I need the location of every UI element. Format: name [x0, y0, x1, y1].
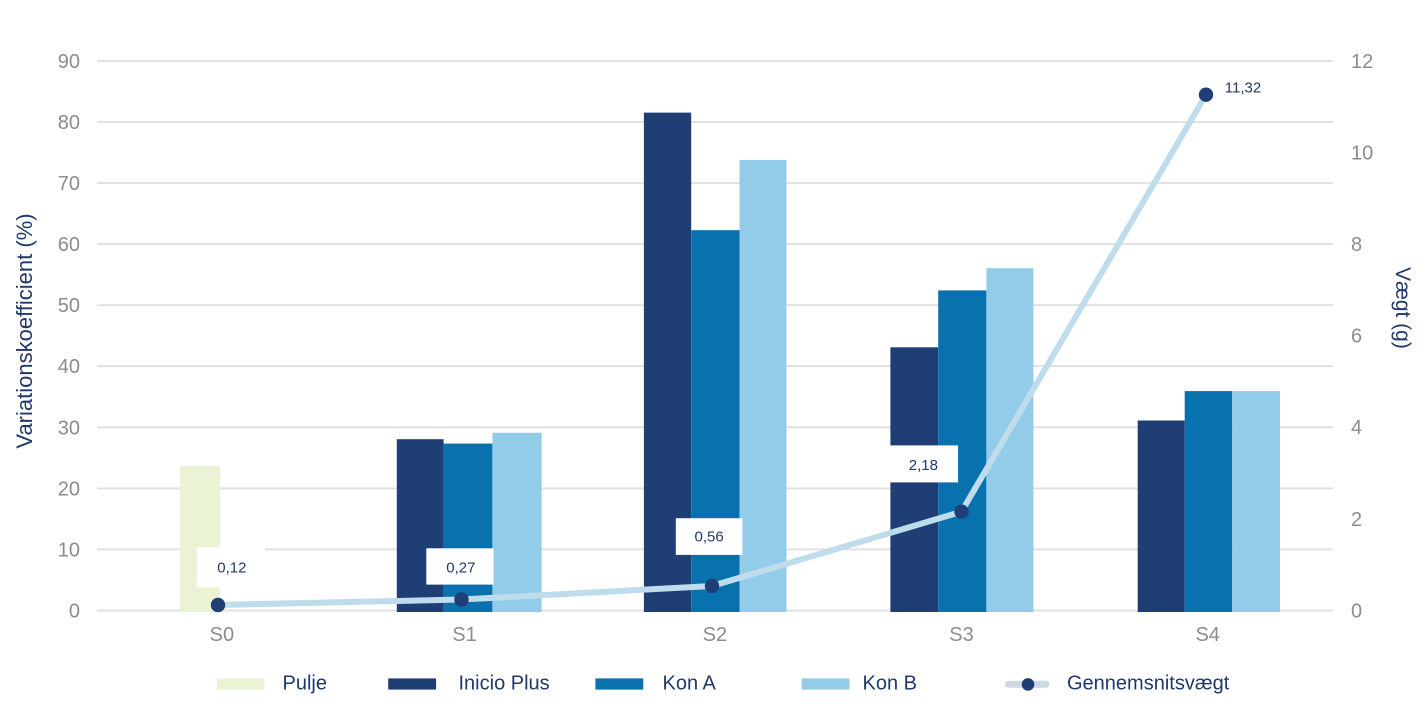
svg-text:8: 8: [1351, 234, 1362, 256]
svg-text:S3: S3: [949, 624, 973, 646]
svg-text:10: 10: [1351, 143, 1373, 165]
svg-text:Inicio Plus: Inicio Plus: [459, 672, 550, 694]
svg-text:4: 4: [1351, 417, 1362, 439]
svg-text:Kon A: Kon A: [663, 672, 717, 694]
svg-text:Gennemsnitsvægt: Gennemsnitsvægt: [1067, 672, 1230, 694]
svg-text:0: 0: [1351, 600, 1362, 622]
svg-text:30: 30: [58, 417, 80, 439]
svg-text:60: 60: [58, 234, 80, 256]
svg-text:6: 6: [1351, 326, 1362, 348]
svg-text:0: 0: [69, 601, 80, 623]
svg-text:0,56: 0,56: [694, 529, 723, 546]
svg-text:0,27: 0,27: [446, 560, 475, 577]
svg-text:70: 70: [58, 173, 80, 195]
svg-text:0,12: 0,12: [217, 559, 246, 576]
svg-text:2: 2: [1351, 509, 1362, 531]
svg-text:Variationskoefficient (%): Variationskoefficient (%): [12, 213, 37, 448]
svg-text:Pulje: Pulje: [283, 672, 327, 694]
svg-text:S1: S1: [452, 624, 476, 646]
svg-text:11,32: 11,32: [1225, 80, 1261, 97]
svg-text:20: 20: [58, 478, 80, 500]
svg-text:Vægt (g): Vægt (g): [1391, 267, 1414, 349]
svg-text:S0: S0: [210, 624, 234, 646]
svg-text:Kon B: Kon B: [863, 672, 917, 694]
svg-text:12: 12: [1351, 51, 1373, 73]
svg-text:10: 10: [58, 539, 80, 561]
svg-text:50: 50: [58, 295, 80, 317]
svg-text:S2: S2: [703, 624, 727, 646]
svg-text:40: 40: [58, 356, 80, 378]
svg-text:80: 80: [58, 112, 80, 134]
svg-text:S4: S4: [1195, 624, 1219, 646]
svg-text:90: 90: [58, 51, 80, 73]
svg-text:2,18: 2,18: [909, 457, 938, 474]
